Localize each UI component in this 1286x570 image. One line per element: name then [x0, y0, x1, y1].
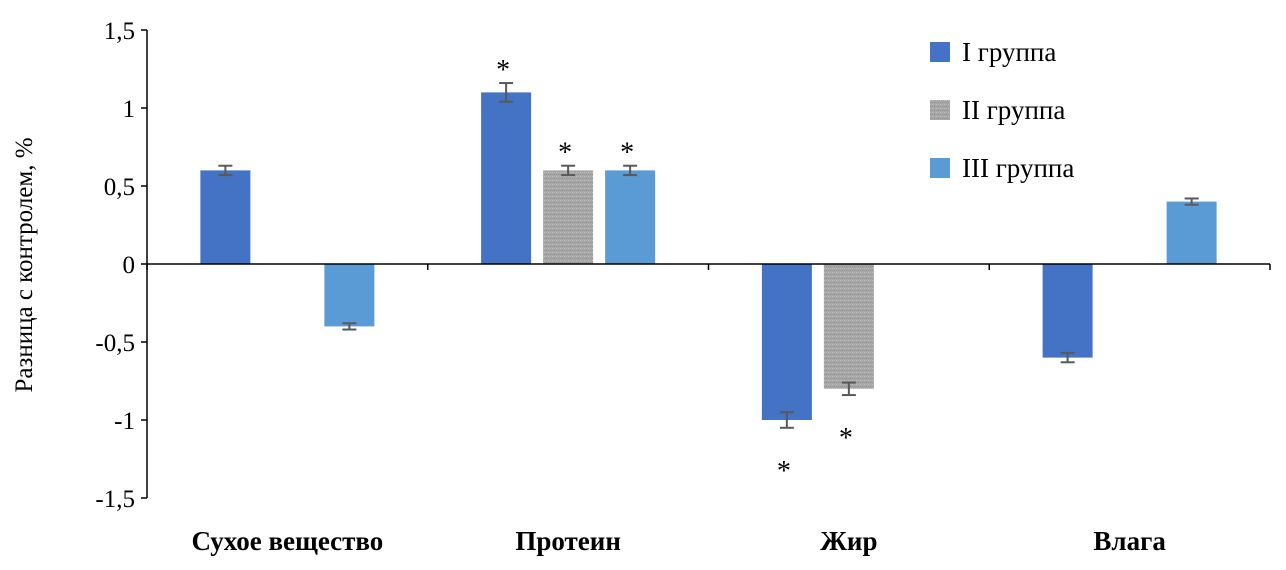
- significance-marker: *: [839, 423, 853, 454]
- y-tick-label: 1: [123, 96, 136, 123]
- y-axis: 1,5 1 0,5 0 -0,5 -1 -1,5: [95, 18, 148, 513]
- legend-label: II группа: [962, 95, 1065, 125]
- y-tick-label: -0,5: [95, 330, 135, 357]
- category-label: Сухое вещество: [191, 526, 383, 556]
- bar: [543, 170, 594, 264]
- bar: [761, 264, 812, 420]
- category-label: Влага: [1093, 526, 1166, 556]
- bar: [324, 264, 375, 327]
- bar: [605, 170, 656, 264]
- category-label: Протеин: [515, 526, 621, 556]
- y-tick-label: 0,5: [104, 174, 135, 201]
- bar: [823, 264, 874, 389]
- category-label: Жир: [820, 526, 877, 556]
- significance-marker: *: [558, 138, 572, 169]
- y-tick-label: -1,5: [95, 486, 135, 513]
- bar: [1042, 264, 1093, 358]
- legend-swatch: [930, 158, 950, 178]
- significance-marker: *: [620, 138, 634, 169]
- legend: I группа II группа III группа: [930, 37, 1074, 183]
- legend-swatch: [930, 42, 950, 62]
- x-axis: Сухое вещество Протеин Жир Влага: [146, 263, 1271, 556]
- legend-label: I группа: [962, 37, 1056, 67]
- legend-label: III группа: [962, 153, 1074, 183]
- bar: [200, 170, 251, 264]
- y-tick-label: -1: [114, 408, 135, 435]
- bars-group: * * * * *: [200, 55, 1217, 487]
- y-axis-label: Разница с контролем, %: [11, 137, 38, 392]
- significance-marker: *: [496, 55, 510, 86]
- y-tick-label: 1,5: [104, 18, 135, 45]
- significance-marker: *: [777, 456, 791, 487]
- legend-swatch: [930, 100, 950, 120]
- bar: [1166, 201, 1217, 264]
- y-tick-label: 0: [123, 252, 136, 279]
- bar: [481, 92, 532, 265]
